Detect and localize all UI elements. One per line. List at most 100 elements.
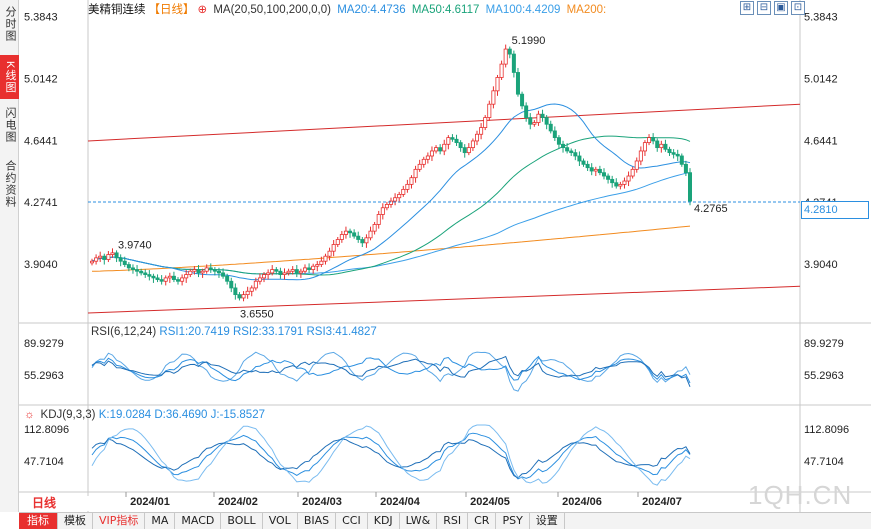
candle-body xyxy=(212,269,217,272)
candle-body xyxy=(237,294,242,299)
candle-body xyxy=(360,239,365,244)
candle-body xyxy=(569,150,574,154)
candle-body xyxy=(405,183,410,190)
indicator-tab-11[interactable]: RSI xyxy=(437,513,469,529)
candle-body xyxy=(163,277,168,282)
candle-body xyxy=(323,255,328,262)
kline-chart[interactable]: 5.3843 5.3843 5.0142 5.0142 4.6441 4.6441 4.27… xyxy=(0,0,871,512)
candle-body xyxy=(208,267,213,270)
candle-body xyxy=(622,180,627,185)
rsi1-line xyxy=(91,351,691,392)
candle-body xyxy=(577,155,582,162)
tab-kline[interactable]: K线图 xyxy=(0,55,19,99)
candle-body xyxy=(458,142,463,149)
kdj-tick-right-0: 112.8096 xyxy=(804,424,849,436)
channel-lower-line xyxy=(87,285,801,314)
price-tick-left-2: 4.6441 xyxy=(24,135,58,147)
candle-body xyxy=(241,294,246,299)
candle-body xyxy=(135,269,140,272)
candle-body xyxy=(270,269,275,274)
candle-body xyxy=(626,175,631,182)
period-label[interactable]: 【日线】 xyxy=(148,4,195,16)
kdj-settings-icon[interactable]: ☼ xyxy=(24,409,35,421)
candle-body xyxy=(339,234,344,240)
candle-body xyxy=(102,255,107,260)
candle-body xyxy=(302,267,307,272)
tab-timeshare[interactable]: 分时图 xyxy=(4,6,16,42)
candle-body xyxy=(278,270,283,275)
rsi2-value: RSI2:33.1791 xyxy=(232,326,304,338)
candle-body xyxy=(249,287,254,292)
candle-body xyxy=(675,153,680,157)
candle-body xyxy=(106,254,111,260)
candle-body xyxy=(688,172,693,202)
window-btn-3[interactable]: ▣ xyxy=(774,1,788,15)
time-label-4: 2024/05 xyxy=(470,496,510,508)
indicator-tab-12[interactable]: CR xyxy=(468,513,497,529)
kdj-j-value: J:-15.8527 xyxy=(210,409,265,421)
candle-body xyxy=(294,269,299,274)
window-btn-1[interactable]: ⊞ xyxy=(740,1,754,15)
indicator-tab-8[interactable]: CCI xyxy=(336,513,368,529)
candle-body xyxy=(352,232,357,237)
candle-body xyxy=(184,274,189,279)
candle-body xyxy=(524,105,529,118)
candle-body xyxy=(257,277,262,282)
indicator-tab-6[interactable]: VOL xyxy=(263,513,298,529)
indicator-tab-4[interactable]: MACD xyxy=(175,513,222,529)
indicator-tab-5[interactable]: BOLL xyxy=(221,513,263,529)
window-btn-4[interactable]: ⊡ xyxy=(791,1,805,15)
indicator-tab-1[interactable]: 模板 xyxy=(58,513,93,529)
indicator-tab-0[interactable]: 指标 xyxy=(19,513,58,529)
rsi-tick-left-1: 55.2963 xyxy=(24,370,64,382)
candle-body xyxy=(593,168,598,172)
candle-body xyxy=(180,277,185,282)
candle-body xyxy=(290,269,295,272)
indicator-tab-14[interactable]: 设置 xyxy=(530,513,565,529)
indicator-tab-13[interactable]: PSY xyxy=(496,513,530,529)
watermark: 1QH.CN xyxy=(748,480,853,510)
last-close-annotation: 4.2765 xyxy=(694,203,728,215)
kdj-k-value: K:19.0284 xyxy=(98,409,152,421)
candle-body xyxy=(262,274,267,279)
candle-body xyxy=(319,260,324,265)
indicator-tab-7[interactable]: BIAS xyxy=(298,513,337,529)
window-btn-2[interactable]: ⊟ xyxy=(757,1,771,15)
tab-flash[interactable]: 闪电图 xyxy=(4,107,16,143)
candle-body xyxy=(548,123,553,132)
indicator-tab-bar: 指标 模板 VIP指标 MA MACD BOLL VOL BIAS CCI KDJ LW& RSI CR… xyxy=(19,512,871,529)
candle-body xyxy=(642,142,647,152)
candle-body xyxy=(561,143,566,149)
ma20-value: MA20:4.4736 xyxy=(337,4,406,16)
side-tab-bar: 分时图 K线图 闪电图 合约资料 xyxy=(0,0,19,512)
candle-body xyxy=(532,122,537,125)
candle-body xyxy=(110,252,115,255)
indicator-tab-10[interactable]: LW& xyxy=(400,513,438,529)
candle-body xyxy=(565,147,570,152)
candle-body xyxy=(118,257,123,262)
candle-body xyxy=(401,188,406,195)
indicator-tab-9[interactable]: KDJ xyxy=(368,513,400,529)
period-badge[interactable]: 日线 xyxy=(19,496,89,511)
candle-body xyxy=(245,290,250,296)
candle-body xyxy=(659,143,664,149)
settings-icon[interactable]: ⊕ xyxy=(197,4,208,16)
current-price-tag: 4.2810 xyxy=(801,201,869,219)
candle-body xyxy=(171,275,176,280)
candle-body xyxy=(372,224,377,232)
candle-body xyxy=(520,93,525,107)
candle-body xyxy=(483,117,488,128)
candle-body xyxy=(655,140,660,149)
candles-group xyxy=(90,44,693,302)
candle-body xyxy=(683,163,688,174)
candle-body xyxy=(454,138,459,144)
price-tick-left-3: 4.2741 xyxy=(24,197,58,209)
time-label-5: 2024/06 xyxy=(562,496,602,508)
time-label-0: 2024/01 xyxy=(130,496,170,508)
tab-contract-info[interactable]: 合约资料 xyxy=(4,160,16,208)
indicator-tab-2[interactable]: VIP指标 xyxy=(93,513,146,529)
ma200-value: MA200: xyxy=(566,4,607,16)
rsi1-value: RSI1:20.7419 xyxy=(159,326,230,338)
indicator-tab-3[interactable]: MA xyxy=(145,513,176,529)
candle-body xyxy=(417,163,422,170)
